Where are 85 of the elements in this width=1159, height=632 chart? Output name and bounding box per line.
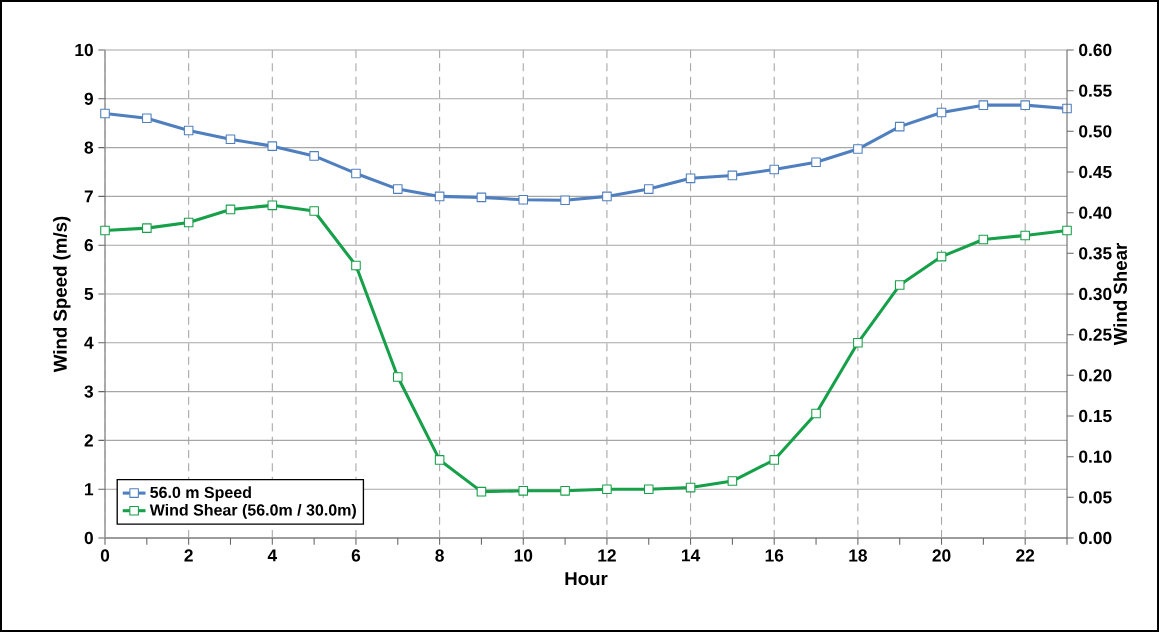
x-tick-label: 6	[351, 549, 361, 562]
point	[142, 223, 152, 233]
x-tick-label: 4	[267, 549, 278, 562]
point	[853, 337, 863, 348]
y-tick-label: 10	[75, 43, 93, 57]
y-tick-label: 3	[84, 385, 93, 398]
point	[643, 484, 654, 495]
point	[476, 486, 487, 497]
y-tick-label: 4	[84, 336, 94, 349]
y2-tick-label: 0.10	[1079, 450, 1112, 463]
y2-tick-label: 0.15	[1079, 409, 1112, 423]
y2-tick-label: 0.30	[1079, 287, 1112, 301]
x-tick-label: 2	[184, 549, 193, 562]
point	[602, 484, 612, 495]
y-tick-label: 9	[84, 92, 93, 105]
y-tick-label: 0	[84, 531, 93, 545]
point	[100, 108, 110, 119]
y2-axis-title: Wind Shear	[1113, 243, 1127, 346]
point	[351, 260, 361, 271]
point	[225, 134, 236, 145]
y-tick-label: 8	[84, 141, 94, 154]
point	[267, 141, 278, 151]
point	[894, 121, 905, 132]
point	[518, 195, 529, 205]
x-tick-label: 18	[849, 549, 867, 562]
point	[351, 168, 361, 179]
y-tick-label: 7	[84, 190, 93, 203]
x-tick-label: 12	[598, 549, 616, 562]
y2-tick-label: 0.60	[1079, 43, 1112, 57]
point	[476, 192, 487, 203]
point	[685, 173, 696, 184]
point	[643, 184, 654, 194]
point	[309, 151, 319, 161]
y-tick-label: 2	[84, 434, 93, 447]
point	[978, 234, 989, 245]
point	[434, 191, 445, 202]
point	[560, 195, 570, 206]
legend-label: Wind Shear (56.0m / 30.0m)	[149, 503, 356, 519]
y2-tick-label: 0.25	[1079, 328, 1112, 341]
point	[434, 455, 445, 465]
legend-label: 56.0 m Speed	[150, 486, 251, 502]
x-tick-label: 10	[514, 549, 533, 562]
point	[1020, 100, 1030, 110]
y2-tick-label: 0.45	[1079, 165, 1112, 179]
point	[811, 408, 821, 419]
point	[560, 486, 570, 496]
point	[518, 486, 529, 496]
point	[1020, 230, 1030, 241]
point	[183, 125, 194, 136]
x-tick-label: 20	[932, 549, 951, 562]
y-tick-label: 6	[84, 239, 93, 252]
point	[183, 217, 194, 228]
point	[811, 157, 821, 168]
point	[267, 200, 278, 211]
point	[936, 251, 947, 262]
y2-tick-label: 0.05	[1079, 491, 1112, 504]
point	[392, 184, 403, 194]
point	[602, 191, 612, 202]
point	[1062, 225, 1072, 236]
x-tick-label: 14	[682, 549, 701, 562]
x-tick-label: 8	[435, 549, 444, 562]
y2-tick-label: 0.00	[1079, 531, 1112, 545]
point	[769, 455, 780, 465]
point	[769, 164, 780, 175]
y2-tick-label: 0.50	[1079, 125, 1112, 138]
y-tick-label: 5	[84, 287, 94, 301]
y-tick-label: 1	[85, 483, 94, 496]
y2-tick-label: 0.55	[1079, 84, 1112, 97]
x-tick-label: 16	[765, 549, 784, 562]
point	[727, 170, 738, 181]
x-axis-title: Hour	[565, 572, 608, 586]
y-axis-title: Wind Speed (m/s)	[53, 216, 71, 373]
y2-tick-label: 0.40	[1079, 206, 1112, 219]
x-tick-label: 22	[1016, 549, 1035, 562]
point	[392, 372, 403, 382]
point	[894, 280, 905, 290]
y2-tick-label: 0.35	[1079, 247, 1112, 260]
y2-tick-label: 0.20	[1079, 369, 1112, 382]
x-tick-label: 0	[100, 549, 110, 562]
point	[100, 225, 110, 236]
point	[142, 113, 152, 124]
point	[853, 144, 863, 154]
point	[309, 206, 319, 216]
point	[727, 476, 738, 486]
point	[978, 100, 989, 110]
